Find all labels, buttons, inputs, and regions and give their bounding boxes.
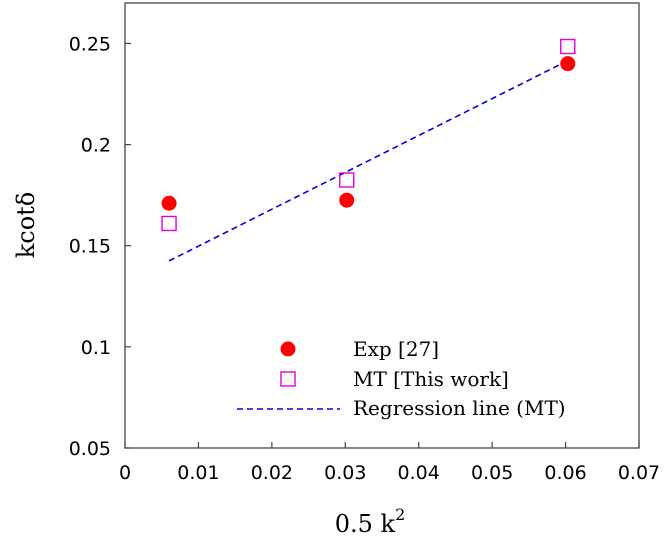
legend-marker-exp (280, 341, 296, 357)
series-layer (161, 38, 576, 262)
x-tick-label: 0.02 (251, 462, 293, 484)
plot-frame (124, 2, 640, 449)
y-tick-label: 0.15 (69, 236, 111, 258)
x-tick-label: 0.05 (471, 462, 513, 484)
mt-data-point (560, 38, 576, 55)
legend: Exp [27] MT [This work] Regression line … (237, 337, 566, 420)
legend-label-exp: Exp [27] (353, 337, 439, 361)
y-tick-label: 0.1 (81, 337, 111, 359)
y-tick-label: 0.05 (69, 438, 111, 460)
y-tick-label: 0.25 (69, 33, 111, 55)
exp-data-point (161, 195, 177, 211)
y-tick-label: 0.2 (81, 135, 111, 157)
x-tick-label: 0.01 (177, 462, 219, 484)
x-tick-label: 0.04 (398, 462, 440, 484)
exp-data-point (560, 56, 576, 72)
exp-data-point (339, 192, 355, 208)
mt-data-point (339, 172, 355, 188)
x-tick-label: 0.07 (618, 462, 660, 484)
y-axis-title: kcotδ (12, 192, 40, 259)
regression-line (168, 59, 569, 262)
legend-marker-mt (280, 371, 296, 387)
axis-ticks: 0 0.01 0.02 0.03 0.04 0.05 0.06 0.07 0.05 0.1 0.15… (69, 33, 660, 484)
x-tick-label: 0.06 (544, 462, 586, 484)
mt-data-point (161, 215, 177, 232)
x-axis-title: 0.5 k2 (335, 505, 406, 538)
x-axis-title-superscript: 2 (395, 505, 405, 524)
x-tick-label: 0.03 (324, 462, 366, 484)
legend-label-mt: MT [This work] (353, 367, 509, 391)
legend-label-regression: Regression line (MT) (353, 396, 566, 420)
x-tick-label: 0 (119, 462, 131, 484)
